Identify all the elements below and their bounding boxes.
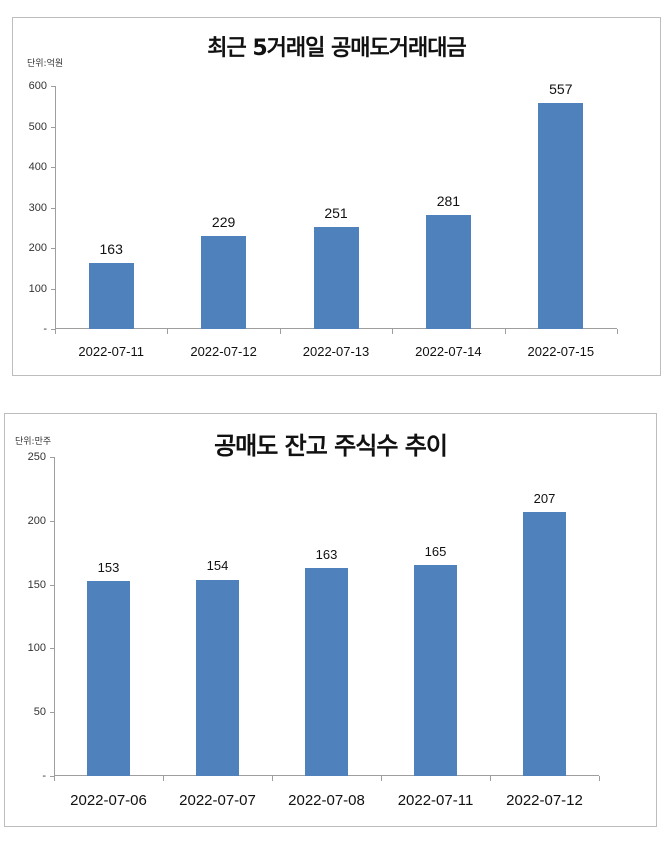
- y-axis-tick: [51, 248, 55, 249]
- x-axis-tick: [392, 329, 394, 334]
- x-axis-tick: [617, 329, 618, 334]
- x-axis-tick: [167, 329, 169, 334]
- bar-value-label: 207: [533, 490, 556, 506]
- y-axis-tick-label: 300: [28, 201, 47, 214]
- x-axis-category-label: 2022-07-12: [190, 344, 257, 359]
- bar-2022-07-11: [414, 565, 457, 776]
- bar-2022-07-08: [305, 568, 348, 776]
- y-axis-tick-label: 600: [28, 80, 47, 92]
- bar-2022-07-14: [425, 215, 471, 329]
- y-axis-tick: [51, 167, 55, 168]
- chart-2-y-axis: [54, 457, 55, 776]
- chart-2-frame: 공매도 잔고 주식수 추이 단위:만주 - 50 100 150 200 250 153 20…: [4, 413, 657, 827]
- y-axis-tick-label: 50: [33, 706, 46, 719]
- x-axis-tick: [55, 329, 56, 334]
- x-axis-category-label: 2022-07-11: [397, 792, 474, 809]
- bar-value-label: 251: [324, 205, 348, 222]
- y-axis-tick: [51, 86, 55, 87]
- bar-2022-07-12: [523, 511, 566, 776]
- y-axis-tick-label: 100: [28, 282, 47, 295]
- chart-2-unit-label: 단위:만주: [15, 437, 52, 447]
- chart-1-unit-label: 단위:억원: [27, 59, 64, 69]
- x-axis-category-label: 2022-07-13: [302, 344, 370, 359]
- y-axis-tick: [50, 584, 54, 586]
- y-axis-tick-label: 150: [27, 578, 46, 591]
- chart-1-y-axis: [55, 86, 56, 329]
- y-axis-tick-label: 500: [28, 120, 47, 133]
- bar-2022-07-13: [313, 227, 359, 329]
- chart-1-frame: 최근 5거래일 공매도거래대금 단위:억원 - 100 200 300 400 500 60…: [12, 17, 661, 376]
- y-axis-tick: [51, 207, 55, 209]
- y-axis-tick: [51, 329, 55, 330]
- bar-value-label: 229: [211, 214, 236, 231]
- x-axis-category-label: 2022-07-15: [527, 344, 595, 359]
- y-axis-tick-label: -: [42, 770, 46, 782]
- x-axis-category-label: 2022-07-12: [506, 792, 583, 809]
- y-axis-tick-label: -: [43, 323, 47, 335]
- y-axis-tick-label: 250: [27, 451, 46, 463]
- x-axis-tick: [272, 776, 273, 781]
- bar-2022-07-12: [201, 236, 247, 329]
- x-axis-tick: [490, 776, 491, 781]
- y-axis-tick-label: 100: [27, 642, 46, 655]
- x-axis-tick: [54, 776, 55, 781]
- chart-2-title: 공매도 잔고 주식수 추이: [214, 432, 448, 460]
- bar-value-label: 154: [206, 558, 229, 574]
- x-axis-tick: [504, 329, 506, 334]
- bar-2022-07-07: [196, 579, 239, 776]
- bar-2022-07-06: [87, 580, 130, 776]
- x-axis-tick: [163, 776, 164, 781]
- x-axis-tick: [599, 776, 600, 781]
- bar-value-label: 281: [436, 193, 461, 210]
- bar-value-label: 557: [549, 81, 573, 98]
- y-axis-tick-label: 400: [28, 161, 47, 173]
- x-axis-category-label: 2022-07-06: [70, 792, 147, 809]
- y-axis-tick: [50, 520, 54, 522]
- chart-1-plot-area: - 100 200 300 400 500 600 163 2022-07-11 229 2022-…: [29, 80, 618, 359]
- x-axis-category-label: 2022-07-07: [179, 792, 256, 809]
- y-axis-tick: [50, 712, 54, 714]
- x-axis-tick: [279, 329, 281, 334]
- y-axis-tick-label: 200: [28, 242, 47, 254]
- bar-value-label: 163: [315, 547, 338, 562]
- x-axis-category-label: 2022-07-14: [415, 344, 482, 359]
- y-axis-tick: [50, 648, 54, 650]
- x-axis-category-label: 2022-07-11: [78, 344, 144, 359]
- y-axis-tick: [50, 776, 54, 777]
- chart-2-plot-area: - 50 100 150 200 250 153 2022-07-06 154 2022-07-0…: [28, 451, 600, 809]
- x-axis-category-label: 2022-07-08: [288, 792, 365, 809]
- y-axis-tick: [51, 126, 55, 128]
- y-axis-tick: [51, 288, 55, 290]
- bar-value-label: 163: [99, 240, 123, 257]
- x-axis-tick: [381, 776, 382, 781]
- y-axis-tick: [50, 457, 54, 458]
- y-axis-tick-label: 200: [27, 514, 46, 527]
- bar-2022-07-15: [538, 103, 584, 329]
- bar-value-label: 165: [424, 544, 447, 560]
- bar-2022-07-11: [88, 263, 134, 329]
- bar-value-label: 153: [97, 559, 120, 575]
- chart-1-title: 최근 5거래일 공매도거래대금: [207, 36, 467, 61]
